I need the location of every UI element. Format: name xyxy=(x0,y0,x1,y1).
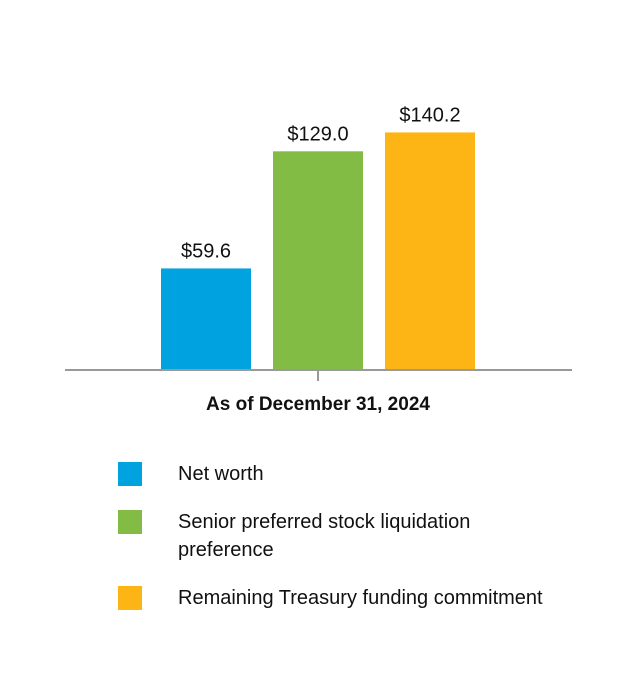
data-label-treasury-commitment: $140.2 xyxy=(399,104,460,126)
legend-label-net-worth: Net worth xyxy=(178,463,264,485)
bar-net-worth xyxy=(161,268,251,369)
bars-layer xyxy=(161,132,475,369)
legend-item-treasury-commitment: Remaining Treasury funding commitment xyxy=(118,584,598,612)
bar-chart: $59.6 $129.0 $140.2 As of December 31, 202… xyxy=(65,104,572,415)
legend-swatch-senior-preferred xyxy=(118,510,142,534)
legend-label-senior-preferred: Senior preferred stock liquidation prefe… xyxy=(178,511,471,561)
data-label-net-worth: $59.6 xyxy=(181,240,231,262)
legend-item-senior-preferred: Senior preferred stock liquidation prefe… xyxy=(118,508,598,564)
bar-treasury-commitment xyxy=(385,132,475,369)
data-label-senior-preferred: $129.0 xyxy=(287,123,348,145)
x-category-label: As of December 31, 2024 xyxy=(206,394,430,415)
legend-item-net-worth: Net worth xyxy=(118,460,598,488)
bar-senior-preferred xyxy=(273,151,363,369)
legend: Net worth Senior preferred stock liquida… xyxy=(118,460,598,632)
legend-swatch-net-worth xyxy=(118,462,142,486)
legend-swatch-treasury-commitment xyxy=(118,586,142,610)
legend-label-treasury-commitment: Remaining Treasury funding commitment xyxy=(178,587,543,609)
data-labels-layer: $59.6 $129.0 $140.2 xyxy=(181,104,461,262)
